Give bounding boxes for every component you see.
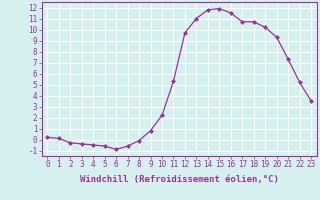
X-axis label: Windchill (Refroidissement éolien,°C): Windchill (Refroidissement éolien,°C) — [80, 175, 279, 184]
